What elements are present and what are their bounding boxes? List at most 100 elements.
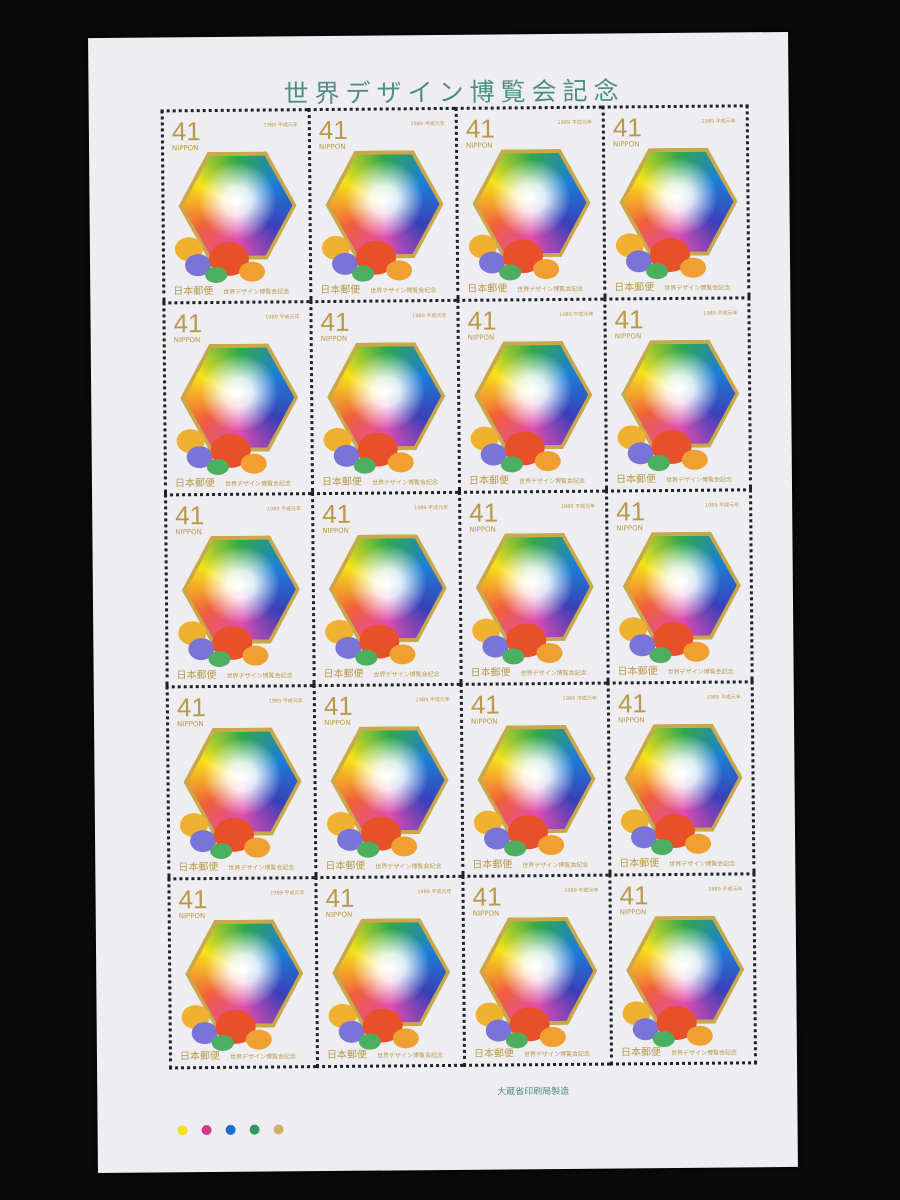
- stamp-caption: 世界デザイン博覧会記念: [375, 863, 442, 871]
- stamp-year: 1989 平成元年: [270, 890, 305, 897]
- stamp-country: NIPPON: [175, 528, 202, 537]
- stamp-issuer: 日本郵便: [179, 1050, 221, 1063]
- stamp-caption: 世界デザイン博覧会記念: [664, 284, 731, 293]
- stamp: 41 NIPPON 1989 平成元年 日本郵便 世界デザイン博覧会記念: [606, 680, 756, 874]
- stamp-issuer: 日本郵便: [472, 859, 513, 871]
- stamp-caption: 世界デザイン博覧会記念: [522, 861, 589, 870]
- stamp: 41 NIPPON 1989 平成元年 日本郵便 世界デザイン博覧会記念: [603, 296, 753, 490]
- flower-artwork: [244, 837, 271, 858]
- color-mark-dot: [249, 1124, 260, 1135]
- flower-artwork: [391, 836, 418, 857]
- stamp-caption: 世界デザイン博覧会記念: [669, 860, 736, 869]
- stamp-caption: 世界デザイン博覧会記念: [667, 668, 734, 677]
- flower-artwork: [389, 644, 416, 665]
- stamp-issuer: 日本郵便: [325, 860, 366, 873]
- stamp-country: NIPPON: [616, 524, 643, 533]
- stamp-caption: 世界デザイン博覧会記念: [517, 285, 584, 294]
- stamp-issuer: 日本郵便: [619, 858, 660, 870]
- stamp-caption: 世界デザイン博覧会記念: [228, 864, 295, 872]
- stamp-year: 1989 平成元年: [703, 310, 738, 317]
- stamp-year: 1989 平成元年: [268, 698, 303, 705]
- stamp-value: 41: [470, 689, 500, 720]
- stamp-year: 1989 平成元年: [557, 119, 592, 126]
- stamp-year: 1989 平成元年: [560, 503, 596, 510]
- stamp-caption: 世界デザイン博覧会記念: [376, 1052, 443, 1060]
- flower-artwork: [539, 1026, 566, 1048]
- stamp-value: 41: [171, 116, 201, 147]
- stamp-caption: 世界デザイン博覧会記念: [224, 480, 292, 488]
- stamp-issuer: 日本郵便: [176, 669, 217, 682]
- stamp: 41 NIPPON 1989 平成元年 日本郵便 世界デザイン博覧会記念: [164, 492, 313, 686]
- stamp: 41 NIPPON 1989 平成元年 日本郵便 世界デザイン博覧会記念: [314, 874, 464, 1069]
- flower-artwork: [504, 840, 527, 857]
- stamp-country: NIPPON: [320, 334, 348, 344]
- stamp-country: NIPPON: [325, 910, 353, 920]
- stamp-country: NIPPON: [467, 333, 495, 342]
- stamp-year: 1989 平成元年: [415, 696, 450, 704]
- stamp-year: 1989 平成元年: [562, 695, 597, 702]
- stamp-country: NIPPON: [324, 718, 351, 728]
- stamp-year: 1989 平成元年: [417, 888, 452, 896]
- stamp-issuer: 日本郵便: [323, 668, 364, 681]
- stamp: 41 NIPPON 1989 平成元年 日本郵便 世界デザイン博覧会記念: [165, 684, 315, 878]
- stamp-value: 41: [318, 114, 348, 146]
- stamp-country: NIPPON: [322, 526, 349, 536]
- flower-artwork: [683, 641, 710, 662]
- flower-artwork: [210, 842, 233, 860]
- stamp-issuer: 日本郵便: [620, 1047, 661, 1059]
- stamp: 41 NIPPON 1989 平成元年日本郵便 世界デザイン博覧会記念: [311, 490, 460, 685]
- stamp-country: NIPPON: [171, 144, 199, 153]
- stamp-issuer: 日本郵便: [320, 284, 361, 297]
- stamp-year: 1989 平成元年: [559, 311, 594, 318]
- stamp-value: 41: [616, 496, 646, 527]
- color-mark-dot: [225, 1124, 236, 1135]
- stamp: 41 NIPPON 1989 平成元年 日本郵便 世界デザイン博覧会記念: [307, 106, 457, 301]
- stamp-value: 41: [322, 498, 352, 530]
- stamp-country: NIPPON: [619, 908, 647, 917]
- stamp-year: 1989 平成元年: [412, 312, 447, 320]
- flower-artwork: [239, 261, 266, 282]
- flower-artwork: [536, 642, 563, 664]
- flower-artwork: [681, 449, 708, 470]
- stamp-value: 41: [472, 881, 502, 912]
- printer-imprint: 大蔵省印刷局製造: [497, 1086, 570, 1098]
- flower-artwork: [392, 1028, 419, 1049]
- color-mark-dot: [177, 1125, 188, 1136]
- sheet-title: 世界デザイン博覧会記念: [283, 76, 625, 109]
- stamp: 41 NIPPON 1989 平成元年 日本郵便 世界デザイン博覧会記念: [461, 873, 611, 1067]
- stamp-year: 1989 平成元年: [266, 506, 302, 513]
- stamp: 41 NIPPON 1989 平成元年 日本郵便 世界デザイン博覧会記念: [160, 108, 310, 302]
- stamp-year: 1989 平成元年: [706, 694, 741, 701]
- flower-artwork: [242, 645, 269, 666]
- flower-artwork: [502, 648, 525, 665]
- color-mark-dot: [273, 1124, 284, 1135]
- stamp-value: 41: [320, 306, 350, 338]
- stamp-year: 1989 平成元年: [263, 122, 298, 129]
- stamp-issuer: 日本郵便: [467, 283, 508, 295]
- stamp: 41 NIPPON 1989 平成元年 日本郵便 世界デザイン博覧会記念: [459, 681, 609, 875]
- stamp-caption: 世界デザイン博覧会記念: [226, 672, 293, 680]
- stamp-issuer: 日本郵便: [615, 474, 656, 486]
- stamp-issuer: 日本郵便: [468, 475, 509, 487]
- stamp-value: 41: [469, 497, 499, 528]
- flower-artwork: [353, 457, 376, 474]
- stamp-grid: 41 NIPPON 1989 平成元年 日本郵便 世界デザイン博覧会記念 41 NIPPON…: [160, 104, 758, 1070]
- stamp-caption: 世界デザイン博覧会記念: [373, 671, 440, 679]
- stamp: 41 NIPPON 1989 平成元年 日本郵便 世界デザイン博覧会記念: [601, 104, 751, 298]
- stamp: 41 NIPPON 1989 平成元年 日本郵便 世界デザイン博覧会記念: [454, 105, 604, 299]
- flower-artwork: [245, 1029, 272, 1050]
- stamp-sheet: 世界デザイン博覧会記念 41 NIPPON 1989 平成元年 日本郵便 世界デザイン博…: [88, 31, 798, 1174]
- flower-artwork: [499, 264, 522, 281]
- stamp-year: 1989 平成元年: [413, 504, 449, 512]
- stamp-caption: 世界デザイン博覧会記念: [665, 476, 732, 485]
- flower-artwork: [387, 452, 414, 473]
- stamp-value: 41: [467, 305, 497, 336]
- stamp-caption: 世界デザイン博覧会記念: [223, 288, 290, 296]
- color-registration-marks: [177, 1124, 284, 1136]
- stamp-value: 41: [612, 112, 642, 143]
- stamp-value: 41: [178, 884, 208, 915]
- flower-artwork: [538, 834, 565, 856]
- flower-artwork: [533, 258, 560, 280]
- stamp-caption: 世界デザイン博覧会記念: [370, 287, 437, 295]
- stamp-year: 1989 平成元年: [704, 502, 740, 509]
